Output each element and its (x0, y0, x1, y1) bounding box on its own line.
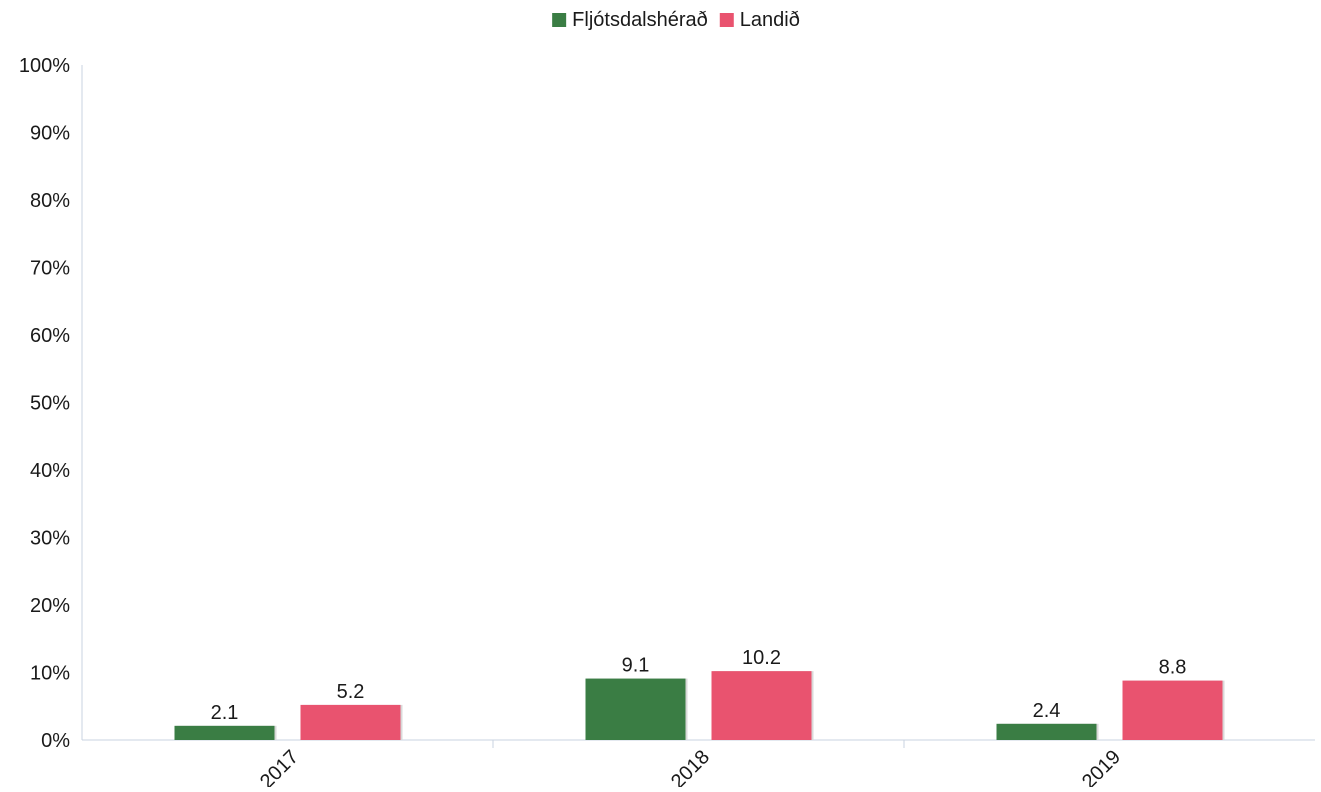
legend-label: Landið (740, 9, 800, 31)
legend-swatch (552, 13, 567, 27)
data-label: 2.4 (1033, 700, 1061, 722)
legend: Fljótsdalshérað Landið (552, 9, 800, 31)
data-labels: 2.1 5.2 9.1 10.2 2.4 8.8 (211, 647, 1187, 724)
y-tick-label: 0% (41, 730, 70, 752)
y-tick-label: 40% (30, 460, 70, 482)
y-tick-label: 30% (30, 528, 70, 550)
axes: 0% 10% 20% 30% 40% 50% 60% 70% 80% 90% 100% 2017 201… (19, 55, 1315, 792)
data-label: 8.8 (1159, 657, 1187, 679)
x-tick-label: 2019 (1078, 746, 1125, 787)
y-tick-label: 80% (30, 190, 70, 212)
y-tick-label: 50% (30, 393, 70, 415)
bar (300, 704, 401, 740)
bar (1122, 680, 1223, 740)
y-tick-label: 70% (30, 258, 70, 280)
bar (711, 671, 812, 740)
x-tick-label: 2017 (256, 746, 303, 787)
y-tick-label: 90% (30, 123, 70, 145)
bars (174, 671, 1225, 740)
y-tick-label: 60% (30, 325, 70, 347)
x-tick-label: 2018 (667, 746, 714, 787)
data-label: 9.1 (622, 655, 650, 677)
data-label: 2.1 (211, 702, 239, 724)
legend-swatch (719, 13, 734, 27)
bar (174, 725, 275, 740)
legend-item[interactable]: Landið (719, 9, 800, 31)
bar (585, 678, 686, 740)
bar (996, 723, 1097, 740)
legend-item[interactable]: Fljótsdalshérað (552, 9, 708, 31)
data-label: 10.2 (742, 647, 781, 669)
y-tick-label: 100% (19, 55, 70, 77)
data-label: 5.2 (337, 681, 365, 703)
y-tick-label: 10% (30, 663, 70, 685)
y-tick-label: 20% (30, 595, 70, 617)
legend-label: Fljótsdalshérað (572, 9, 708, 31)
